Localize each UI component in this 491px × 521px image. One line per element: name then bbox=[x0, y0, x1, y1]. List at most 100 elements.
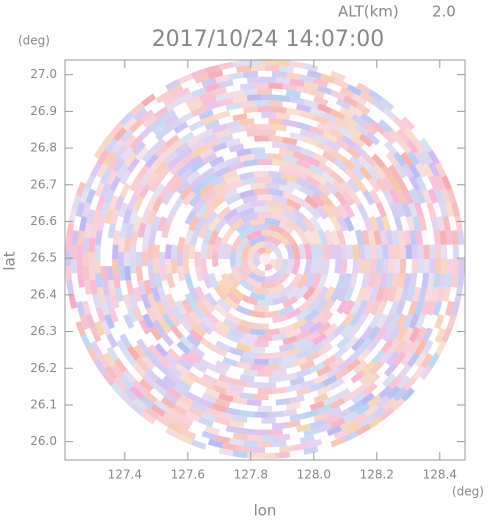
field-cell bbox=[229, 250, 237, 268]
field-cell bbox=[299, 92, 315, 102]
field-cell bbox=[257, 106, 273, 113]
field-cell bbox=[180, 152, 196, 166]
field-cell bbox=[207, 286, 221, 302]
field-cell bbox=[225, 312, 242, 325]
field-cell bbox=[153, 244, 161, 259]
field-cell bbox=[331, 323, 347, 338]
field-cell bbox=[334, 367, 350, 381]
field-cell bbox=[268, 357, 284, 365]
field-cell bbox=[191, 197, 206, 213]
field-cell bbox=[316, 66, 333, 77]
field-cell bbox=[82, 266, 90, 281]
field-cell bbox=[141, 372, 157, 388]
field-cell bbox=[225, 120, 241, 130]
field-cell bbox=[228, 107, 245, 117]
field-cell bbox=[381, 259, 389, 274]
field-cell bbox=[388, 300, 400, 316]
field-cell bbox=[441, 327, 453, 343]
field-cell bbox=[378, 385, 393, 399]
x-tick-label: 128.4 bbox=[423, 468, 457, 482]
field-cell bbox=[309, 107, 325, 118]
field-cell bbox=[335, 387, 351, 401]
field-cell bbox=[218, 79, 234, 89]
field-cell bbox=[129, 385, 144, 400]
field-cell bbox=[348, 400, 364, 414]
field-cell bbox=[137, 222, 147, 238]
field-cell bbox=[299, 128, 316, 139]
field-cell bbox=[89, 223, 98, 239]
field-cell bbox=[299, 110, 316, 121]
field-cell bbox=[375, 201, 387, 218]
field-cell bbox=[418, 286, 428, 303]
field-cell bbox=[344, 335, 359, 351]
field-cell bbox=[413, 300, 424, 317]
field-cell bbox=[113, 126, 128, 142]
field-cell bbox=[228, 383, 245, 393]
field-cell bbox=[215, 320, 231, 333]
field-cell bbox=[78, 216, 88, 232]
field-cell bbox=[400, 151, 414, 167]
field-cell bbox=[209, 155, 225, 168]
field-cell bbox=[265, 271, 282, 283]
field-cell bbox=[81, 202, 92, 218]
field-cell bbox=[289, 394, 305, 404]
field-cell bbox=[126, 307, 138, 323]
field-cell bbox=[303, 117, 319, 128]
field-cell bbox=[412, 286, 422, 302]
field-cell bbox=[299, 379, 316, 390]
field-cell bbox=[405, 363, 419, 379]
field-cell bbox=[304, 195, 320, 210]
field-cell bbox=[139, 395, 155, 409]
y-tick-label: 26.3 bbox=[30, 324, 57, 338]
field-cell bbox=[243, 123, 258, 132]
field-cell bbox=[70, 244, 78, 259]
field-cell bbox=[350, 370, 366, 384]
field-cell bbox=[217, 222, 231, 239]
field-cell bbox=[176, 126, 192, 140]
field-cell bbox=[211, 403, 228, 413]
field-cell bbox=[388, 128, 403, 144]
field-cell bbox=[261, 59, 276, 66]
field-cell bbox=[415, 188, 426, 205]
field-cell bbox=[303, 99, 319, 109]
field-cell bbox=[152, 419, 168, 433]
field-cell bbox=[303, 446, 319, 456]
field-cell bbox=[313, 77, 329, 88]
field-cell bbox=[348, 229, 358, 246]
field-cell bbox=[348, 155, 364, 171]
field-cell bbox=[291, 208, 307, 222]
field-cell bbox=[418, 215, 428, 232]
field-cell bbox=[299, 397, 316, 408]
field-cell bbox=[88, 251, 95, 267]
field-cell bbox=[312, 373, 329, 385]
chart-title: 2017/10/24 14:07:00 bbox=[152, 27, 385, 52]
field-cell bbox=[242, 350, 258, 359]
field-cell bbox=[309, 216, 323, 232]
field-cell bbox=[268, 428, 283, 436]
field-cell bbox=[342, 229, 352, 246]
field-cell bbox=[341, 135, 357, 149]
field-cell bbox=[210, 195, 226, 210]
field-cell bbox=[104, 137, 118, 153]
field-cell bbox=[399, 244, 407, 259]
field-cell bbox=[375, 244, 383, 259]
y-tick-label: 26.4 bbox=[30, 287, 57, 301]
field-cell bbox=[356, 215, 367, 232]
field-cell bbox=[355, 402, 371, 416]
field-cell bbox=[118, 300, 129, 316]
field-cell bbox=[309, 144, 325, 156]
field-cell bbox=[166, 330, 181, 346]
field-cell bbox=[405, 259, 413, 274]
field-cell bbox=[236, 265, 250, 282]
field-cell bbox=[95, 230, 103, 246]
field-cell bbox=[420, 149, 434, 165]
field-cell bbox=[155, 127, 170, 141]
field-cell bbox=[145, 307, 158, 323]
field-cell bbox=[86, 155, 99, 172]
field-cell bbox=[302, 285, 316, 301]
field-cell bbox=[452, 244, 460, 259]
field-cell bbox=[253, 358, 269, 365]
field-cell bbox=[265, 267, 278, 277]
field-cell bbox=[294, 285, 309, 301]
field-cell bbox=[316, 384, 333, 396]
